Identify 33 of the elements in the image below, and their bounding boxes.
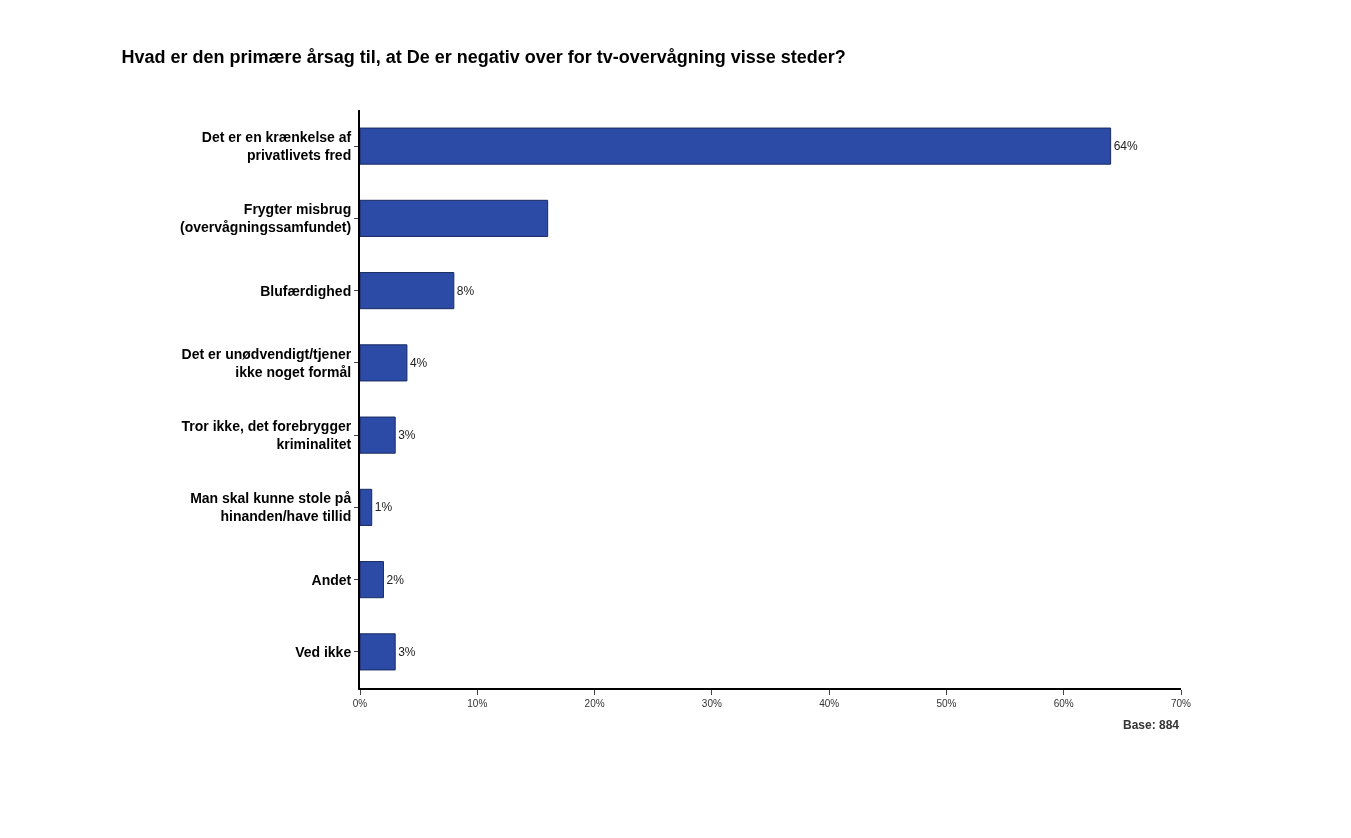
y-tick-label: Man skal kunne stole på hinanden/have tillid: [190, 490, 352, 525]
y-tick-label: Det er unødvendigt/tjener ikke noget formål: [181, 345, 352, 380]
bar: [360, 561, 384, 599]
y-tick-label: Det er en krænkelse af privatlivets fred: [201, 128, 352, 164]
bar: [360, 344, 408, 382]
text: Base: 884: [1123, 718, 1180, 732]
x-tick-label: 70%: [1170, 698, 1192, 709]
data-label: 4%: [409, 355, 428, 370]
bar: [360, 272, 455, 310]
y-tick-label: Tror ikke, det forebrygger kriminalitet: [181, 417, 352, 453]
bar: [360, 633, 396, 671]
y-tick-label: Blufærdighed: [260, 282, 352, 299]
x-tick-label: 10%: [467, 698, 488, 709]
x-tick-label: 40%: [819, 698, 840, 709]
x-tick-label: 30%: [701, 698, 722, 709]
data-label: 8%: [456, 283, 475, 298]
bar: [360, 416, 396, 454]
bar: [360, 488, 373, 526]
bar: [360, 127, 1112, 165]
data-label: 1%: [374, 500, 393, 515]
data-label: 64%: [1113, 139, 1138, 154]
y-tick-label: Andet: [311, 571, 352, 588]
data-label: 3%: [398, 428, 416, 443]
y-tick-label: Frygter misbrug (overvågningssamfundet): [180, 201, 352, 236]
data-label: 2%: [386, 572, 405, 587]
x-tick-label: 0%: [352, 698, 368, 709]
x-tick-label: 50%: [936, 698, 957, 709]
y-tick-label: Ved ikke: [295, 643, 352, 660]
x-tick-label: 20%: [584, 698, 605, 709]
bar: [360, 199, 549, 237]
chart-title: Hvad er den primære årsag til, at De er negativ over for tv-overvågning visse steder?: [121, 46, 846, 67]
x-tick-label: 60%: [1053, 698, 1074, 709]
data-label: 3%: [398, 644, 416, 659]
